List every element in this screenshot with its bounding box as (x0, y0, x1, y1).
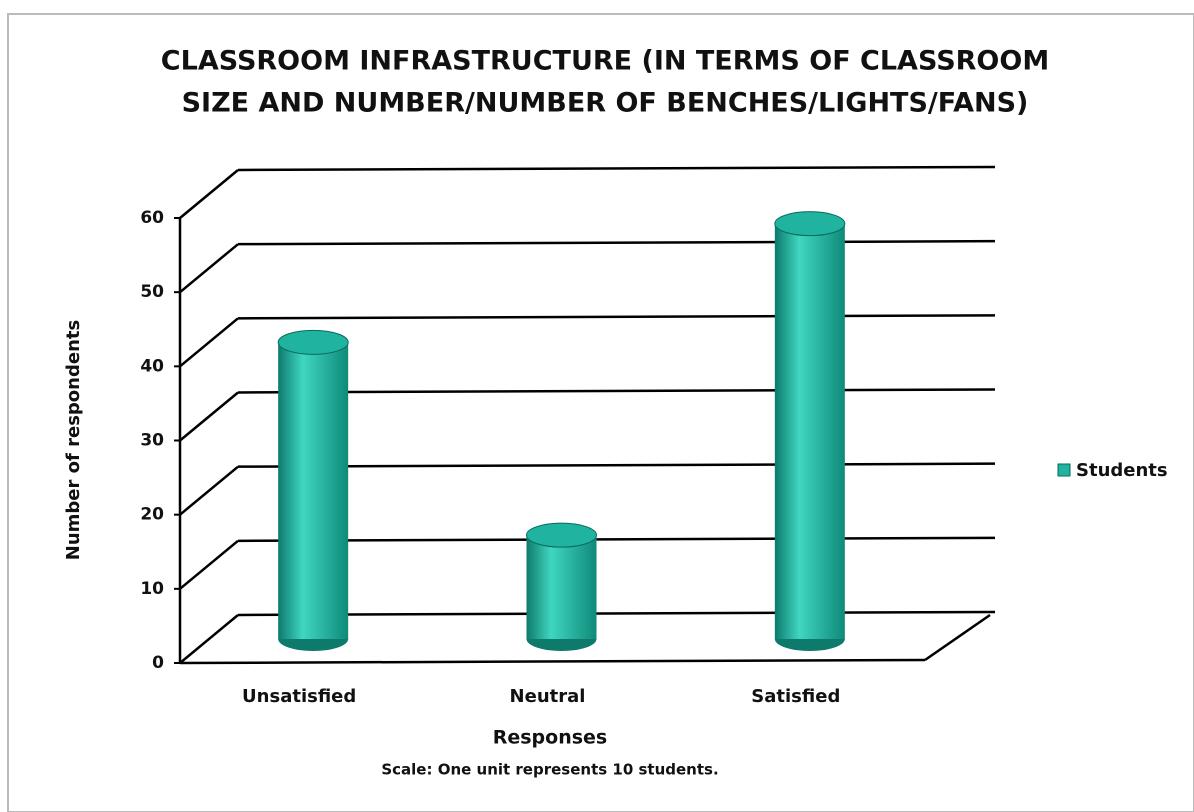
grid-line (179, 465, 239, 516)
grid-line (237, 462, 996, 468)
grid-line (237, 239, 996, 246)
legend-label: Students (1076, 460, 1168, 481)
y-tick-label: 30 (140, 431, 164, 451)
x-axis-label: Responses (493, 727, 608, 749)
y-tick-label: 60 (140, 208, 164, 228)
grid-line (179, 391, 239, 442)
x-tick-label: Satisfied (751, 686, 840, 707)
bar (277, 329, 349, 651)
y-tick-label: 50 (140, 282, 164, 302)
grid-line (237, 536, 996, 543)
x-tick-label: Unsatisfied (242, 686, 356, 707)
x-tick-label: Neutral (510, 686, 586, 707)
grid-line (179, 317, 239, 368)
chart-title: CLASSROOM INFRASTRUCTURE (IN TERMS OF CL… (161, 46, 1049, 77)
grid-line (179, 614, 239, 664)
grid-line (237, 314, 996, 320)
bar (774, 211, 846, 651)
grid-line (237, 388, 996, 394)
grid-line (237, 610, 996, 617)
frame (7, 13, 1194, 812)
grid-line (179, 169, 239, 219)
note: Scale: One unit represents 10 students. (381, 761, 718, 779)
bar (526, 522, 597, 651)
grid-line (179, 243, 239, 294)
y-tick-label: 10 (140, 579, 164, 599)
y-tick-label: 20 (140, 505, 164, 525)
chart-title: SIZE AND NUMBER/NUMBER OF BENCHES/LIGHTS… (182, 88, 1029, 119)
y-axis-label: Number of respondents (63, 320, 84, 560)
grid-line (237, 165, 996, 172)
legend-swatch (1057, 463, 1071, 477)
y-tick-label: 40 (140, 356, 164, 376)
y-tick-label: 0 (152, 653, 164, 673)
grid-line (179, 539, 239, 590)
